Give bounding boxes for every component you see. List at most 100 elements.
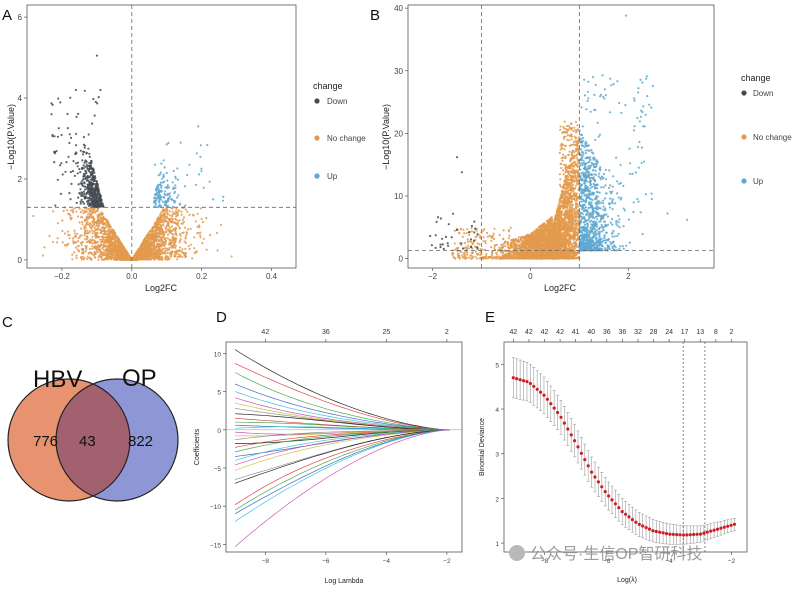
scatter-point	[186, 232, 188, 234]
scatter-point	[206, 249, 208, 251]
scatter-point	[111, 237, 113, 239]
scatter-point	[72, 160, 74, 162]
scatter-point	[163, 201, 165, 203]
scatter-point	[85, 152, 87, 154]
scatter-point	[82, 209, 84, 211]
scatter-point	[67, 156, 69, 158]
scatter-point	[68, 234, 70, 236]
y-tick-label: 2	[18, 175, 23, 184]
scatter-point	[155, 232, 157, 234]
legend-label-nochange-a: No change	[327, 134, 366, 143]
scatter-point	[72, 210, 74, 212]
scatter-point	[182, 219, 184, 221]
scatter-point	[82, 151, 84, 153]
scatter-point	[79, 221, 81, 223]
scatter-point	[104, 230, 106, 232]
scatter-point	[161, 178, 163, 180]
scatter-point	[105, 219, 107, 221]
scatter-point	[169, 210, 171, 212]
scatter-point	[50, 102, 52, 104]
scatter-point	[85, 160, 87, 162]
scatter-point	[90, 241, 92, 243]
scatter-point	[151, 258, 153, 260]
scatter-point	[68, 213, 70, 215]
scatter-point	[80, 195, 82, 197]
scatter-point	[179, 246, 181, 248]
scatter-point	[80, 211, 82, 213]
scatter-point	[163, 181, 165, 183]
scatter-point	[145, 247, 147, 249]
scatter-point	[151, 234, 153, 236]
scatter-point	[174, 184, 176, 186]
scatter-point	[75, 211, 77, 213]
scatter-point	[102, 238, 104, 240]
scatter-point	[156, 220, 158, 222]
scatter-point	[81, 168, 83, 170]
x-tick-label: −0.2	[54, 272, 70, 281]
scatter-point	[96, 102, 98, 104]
scatter-point	[94, 211, 96, 213]
scatter-point	[183, 221, 185, 223]
scatter-point	[91, 224, 93, 226]
scatter-point	[167, 142, 169, 144]
scatter-point	[56, 241, 58, 243]
scatter-point	[87, 255, 89, 257]
scatter-point	[95, 200, 97, 202]
scatter-point	[166, 180, 168, 182]
scatter-point	[88, 184, 90, 186]
scatter-point	[81, 221, 83, 223]
scatter-point	[115, 258, 117, 260]
scatter-point	[165, 242, 167, 244]
scatter-point	[167, 259, 169, 261]
scatter-point	[169, 227, 171, 229]
scatter-point	[172, 237, 174, 239]
scatter-point	[185, 242, 187, 244]
scatter-point	[62, 241, 64, 243]
scatter-point	[78, 183, 80, 185]
scatter-point	[160, 245, 162, 247]
scatter-point	[116, 250, 118, 252]
scatter-point	[81, 223, 83, 225]
scatter-point	[75, 151, 77, 153]
scatter-point	[81, 159, 83, 161]
x-tick-label: 0.4	[266, 272, 278, 281]
scatter-point	[78, 250, 80, 252]
scatter-point	[81, 244, 83, 246]
scatter-point	[68, 192, 70, 194]
scatter-point	[50, 113, 52, 115]
scatter-point	[32, 215, 34, 217]
scatter-points-b	[429, 15, 688, 260]
scatter-point	[90, 162, 92, 164]
scatter-point	[99, 251, 101, 253]
scatter-point	[108, 231, 110, 233]
scatter-point	[159, 224, 161, 226]
scatter-point	[180, 211, 182, 213]
scatter-point	[209, 234, 211, 236]
scatter-point	[98, 96, 100, 98]
scatter-point	[167, 184, 169, 186]
scatter-point	[85, 218, 87, 220]
scatter-point	[69, 133, 71, 135]
scatter-point	[57, 136, 59, 138]
scatter-point	[197, 213, 199, 215]
scatter-point	[205, 217, 207, 219]
scatter-point	[175, 231, 177, 233]
scatter-point	[188, 245, 190, 247]
scatter-point	[93, 180, 95, 182]
scatter-point	[105, 222, 107, 224]
scatter-point	[172, 211, 174, 213]
scatter-point	[185, 237, 187, 239]
scatter-point	[158, 248, 160, 250]
scatter-point	[91, 123, 93, 125]
scatter-point	[189, 248, 191, 250]
scatter-point	[155, 204, 157, 206]
scatter-point	[163, 174, 165, 176]
scatter-point	[101, 219, 103, 221]
scatter-point	[176, 167, 178, 169]
scatter-point	[161, 233, 163, 235]
scatter-point	[97, 241, 99, 243]
scatter-point	[160, 198, 162, 200]
scatter-point	[85, 250, 87, 252]
scatter-point	[577, 159, 579, 161]
